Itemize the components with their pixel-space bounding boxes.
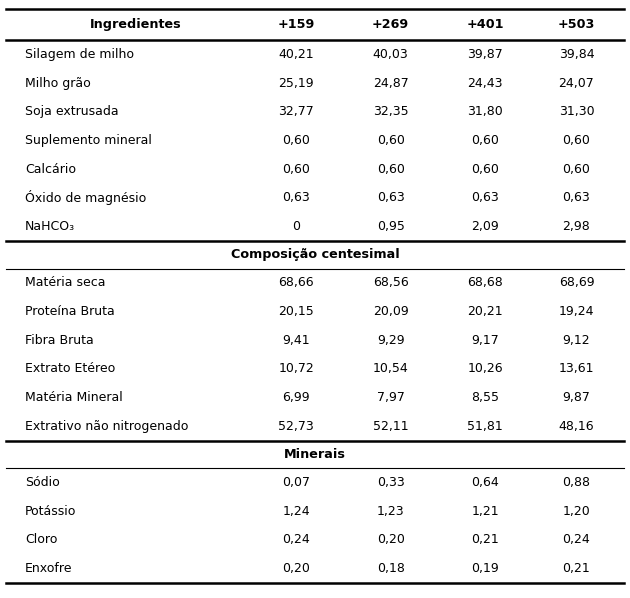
Text: 0,18: 0,18	[377, 562, 404, 575]
Text: Soja extrusada: Soja extrusada	[25, 105, 119, 118]
Text: Fibra Bruta: Fibra Bruta	[25, 334, 94, 347]
Text: 0,21: 0,21	[563, 562, 590, 575]
Text: Matéria seca: Matéria seca	[25, 276, 106, 289]
Text: 9,87: 9,87	[563, 391, 590, 404]
Text: 0,63: 0,63	[377, 191, 404, 205]
Text: NaHCO₃: NaHCO₃	[25, 220, 76, 233]
Text: Óxido de magnésio: Óxido de magnésio	[25, 190, 146, 206]
Text: Enxofre: Enxofre	[25, 562, 72, 575]
Text: 9,41: 9,41	[282, 334, 310, 347]
Text: 10,26: 10,26	[467, 362, 503, 376]
Text: Silagem de milho: Silagem de milho	[25, 48, 134, 61]
Text: 52,73: 52,73	[278, 420, 314, 433]
Text: Calcário: Calcário	[25, 163, 76, 176]
Text: 0,63: 0,63	[282, 191, 310, 205]
Text: 0,95: 0,95	[377, 220, 404, 233]
Text: 24,87: 24,87	[373, 77, 408, 90]
Text: 0,24: 0,24	[563, 533, 590, 547]
Text: 51,81: 51,81	[467, 420, 503, 433]
Text: 0,60: 0,60	[563, 134, 590, 147]
Text: Milho grão: Milho grão	[25, 77, 91, 90]
Text: 0: 0	[292, 220, 300, 233]
Text: 68,66: 68,66	[278, 276, 314, 289]
Text: 39,84: 39,84	[559, 48, 594, 61]
Text: 1,20: 1,20	[563, 505, 590, 518]
Text: Sódio: Sódio	[25, 476, 60, 489]
Text: 1,21: 1,21	[471, 505, 499, 518]
Text: 0,60: 0,60	[563, 163, 590, 176]
Text: +269: +269	[372, 18, 410, 31]
Text: +159: +159	[277, 18, 315, 31]
Text: 0,20: 0,20	[377, 533, 404, 547]
Text: Extrativo não nitrogenado: Extrativo não nitrogenado	[25, 420, 188, 433]
Text: Extrato Etéreo: Extrato Etéreo	[25, 362, 115, 376]
Text: 9,29: 9,29	[377, 334, 404, 347]
Text: Minerais: Minerais	[284, 448, 346, 461]
Text: 8,55: 8,55	[471, 391, 499, 404]
Text: 31,80: 31,80	[467, 105, 503, 118]
Text: 32,77: 32,77	[278, 105, 314, 118]
Text: 6,99: 6,99	[282, 391, 310, 404]
Text: 20,15: 20,15	[278, 305, 314, 318]
Text: 19,24: 19,24	[559, 305, 594, 318]
Text: 0,60: 0,60	[282, 163, 310, 176]
Text: 0,63: 0,63	[563, 191, 590, 205]
Text: 9,17: 9,17	[471, 334, 499, 347]
Text: 0,63: 0,63	[471, 191, 499, 205]
Text: Proteína Bruta: Proteína Bruta	[25, 305, 115, 318]
Text: Matéria Mineral: Matéria Mineral	[25, 391, 123, 404]
Text: 0,64: 0,64	[471, 476, 499, 489]
Text: 1,24: 1,24	[282, 505, 310, 518]
Text: 2,09: 2,09	[471, 220, 499, 233]
Text: 24,43: 24,43	[467, 77, 503, 90]
Text: 0,60: 0,60	[282, 134, 310, 147]
Text: 20,21: 20,21	[467, 305, 503, 318]
Text: 0,88: 0,88	[563, 476, 590, 489]
Text: 40,03: 40,03	[373, 48, 408, 61]
Text: 25,19: 25,19	[278, 77, 314, 90]
Text: 13,61: 13,61	[559, 362, 594, 376]
Text: 0,60: 0,60	[377, 163, 404, 176]
Text: 48,16: 48,16	[559, 420, 594, 433]
Text: Potássio: Potássio	[25, 505, 77, 518]
Text: 0,21: 0,21	[471, 533, 499, 547]
Text: Ingredientes: Ingredientes	[89, 18, 181, 31]
Text: 0,60: 0,60	[377, 134, 404, 147]
Text: 0,33: 0,33	[377, 476, 404, 489]
Text: 1,23: 1,23	[377, 505, 404, 518]
Text: 0,60: 0,60	[471, 134, 499, 147]
Text: 68,56: 68,56	[373, 276, 408, 289]
Text: 0,07: 0,07	[282, 476, 310, 489]
Text: Cloro: Cloro	[25, 533, 57, 547]
Text: 68,69: 68,69	[559, 276, 594, 289]
Text: 31,30: 31,30	[559, 105, 594, 118]
Text: 39,87: 39,87	[467, 48, 503, 61]
Text: 24,07: 24,07	[559, 77, 594, 90]
Text: 10,72: 10,72	[278, 362, 314, 376]
Text: 10,54: 10,54	[373, 362, 408, 376]
Text: 32,35: 32,35	[373, 105, 408, 118]
Text: 52,11: 52,11	[373, 420, 408, 433]
Text: 0,24: 0,24	[282, 533, 310, 547]
Text: +401: +401	[466, 18, 504, 31]
Text: 9,12: 9,12	[563, 334, 590, 347]
Text: 20,09: 20,09	[373, 305, 408, 318]
Text: +503: +503	[558, 18, 595, 31]
Text: 2,98: 2,98	[563, 220, 590, 233]
Text: 40,21: 40,21	[278, 48, 314, 61]
Text: 0,20: 0,20	[282, 562, 310, 575]
Text: 7,97: 7,97	[377, 391, 404, 404]
Text: 0,60: 0,60	[471, 163, 499, 176]
Text: 0,19: 0,19	[471, 562, 499, 575]
Text: Composição centesimal: Composição centesimal	[231, 248, 399, 261]
Text: 68,68: 68,68	[467, 276, 503, 289]
Text: Suplemento mineral: Suplemento mineral	[25, 134, 152, 147]
